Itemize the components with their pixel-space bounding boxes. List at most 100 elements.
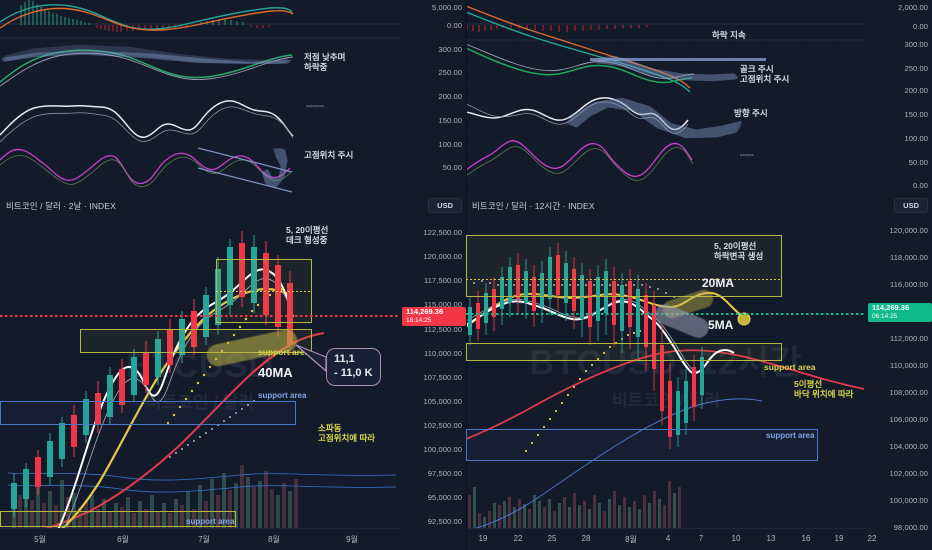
right-price-pane: 비트코인 / 달러 · 12시간 · INDEX BTCUSD, 12시간 비트…: [466, 195, 932, 550]
scale-tick: 250.00: [904, 64, 928, 73]
anno-right-ind-2: 골크 주시 고점위치 주시: [740, 64, 789, 84]
scale-tick: 120,000.00: [889, 226, 928, 235]
scale-tick: 95,000.00: [427, 493, 462, 502]
scale-tick: 50.00: [908, 158, 928, 167]
left-price-scale[interactable]: USD 122,500.00 120,000.00 117,500.00 115…: [400, 195, 466, 550]
anno-right-ma5-floor: 5이평선 바닥 위치에 따라: [794, 379, 853, 399]
right-badge-price: 114,269.36: [872, 303, 910, 312]
scale-tick: 300.00: [438, 45, 462, 54]
anno-left-ma-deck: 5, 20이평선 데크 형성중: [286, 225, 328, 245]
time-tick: 22: [513, 534, 523, 543]
scale-tick: 200.00: [438, 92, 462, 101]
scale-tick: 110,000.00: [890, 361, 928, 370]
scale-tick: 116,000.00: [890, 280, 928, 289]
right-price-scale[interactable]: USD 120,000.00 118,000.00 116,000.00 114…: [866, 195, 932, 550]
scale-tick: 108,000.00: [889, 388, 928, 397]
scale-tick: 100,000.00: [889, 496, 928, 505]
right-time-axis[interactable]: 19 22 25 28 8월 4 7 10 13 16 19 22: [466, 528, 876, 550]
time-tick: 7: [698, 534, 704, 543]
time-tick: 5월: [34, 535, 46, 544]
time-tick: 10: [731, 534, 741, 543]
anno-right-ind-1: 하락 지속: [712, 30, 746, 40]
anno-small-wave-l2: 고점위치에 따라: [318, 433, 376, 444]
anno-small-wave-l1: 소파동: [318, 423, 342, 433]
left-badge-time: 18:14:25: [406, 316, 432, 324]
scale-tick: 300.00: [904, 40, 928, 49]
scale-tick: 50.00: [442, 163, 462, 172]
anno-left-ind-1: 저점 낮추며 하락중: [304, 52, 345, 72]
anno-left-ind-2: 고점위치 주시: [304, 150, 354, 160]
right-price-plot[interactable]: BTCUSD, 12시간 비트코인 / 달러: [466, 195, 866, 550]
left-box-dotline: [216, 291, 312, 292]
time-tick: 28: [581, 534, 591, 543]
left-box-support-mid[interactable]: [0, 401, 296, 425]
left-currency-chip[interactable]: USD: [428, 198, 462, 213]
anno-right-ma-bend: 5, 20이평선 하락변곡 생성: [714, 241, 763, 261]
scale-tick: 107,500.00: [423, 373, 462, 382]
left-price-badge[interactable]: 114,269.36 18:14:25: [402, 307, 466, 327]
scale-tick: 0.00: [913, 22, 928, 31]
scale-tick: 102,000.00: [889, 469, 928, 478]
left-chart-legend[interactable]: 비트코인 / 달러 · 2날 · INDEX: [6, 201, 116, 211]
scale-tick: 115,000.00: [424, 300, 462, 309]
right-indicator-curves: [466, 5, 866, 191]
left-price-plot[interactable]: BTCUSD 비트코인 / 달러: [0, 195, 400, 550]
callout-line1: 11,1: [334, 353, 355, 365]
time-tick: 19: [478, 534, 488, 543]
right-box-support-mid[interactable]: [466, 343, 782, 361]
time-tick: 13: [766, 534, 776, 543]
left-time-axis[interactable]: 5월 6월 7월 8월 9월: [0, 528, 400, 550]
anno-right-ind-2-l1: 골크 주시: [740, 64, 774, 74]
anno-ma5-floor-l1: 5이평선: [794, 379, 823, 389]
right-indicator-pane: 하락 지속 골크 주시 고점위치 주시 방향 주시 - - - - - - 2,…: [466, 0, 932, 195]
anno-left-support-mid: support area: [258, 391, 307, 400]
scale-tick: 92,500.00: [427, 517, 462, 526]
right-indicator-scale[interactable]: 2,000.00 0.00 300.00 250.00 200.00 150.0…: [866, 0, 932, 195]
time-tick: 9월: [346, 535, 358, 544]
scale-tick: 112,000.00: [890, 334, 928, 343]
scale-tick: 100,000.00: [423, 445, 462, 454]
anno-right-20ma: 20MA: [702, 276, 735, 290]
anno-ma-deck-l1: 5, 20이평선: [286, 225, 329, 235]
left-price-pane: 비트코인 / 달러 · 2날 · INDEX BTCUSD 비트코인 / 달러: [0, 195, 466, 550]
scale-tick: 104,000.00: [889, 442, 928, 451]
right-price-badge[interactable]: 114,269.36 06:14:25: [868, 303, 932, 323]
left-indicator-scale[interactable]: 5,000.00 0.00 300.00 250.00 200.00 150.0…: [400, 0, 466, 195]
right-ind-horizontal-ray[interactable]: [590, 58, 766, 61]
left-badge-price: 114,269.36: [406, 307, 444, 316]
scale-tick: 112,500.00: [424, 325, 462, 334]
scale-tick: 200.00: [904, 86, 928, 95]
left-box-support-bottom[interactable]: [0, 511, 236, 527]
anno-left-ind-1-l1: 저점 낮추며: [304, 52, 346, 62]
anno-right-ind-dash: - - - - - -: [740, 152, 754, 159]
time-tick: 7월: [198, 535, 210, 544]
right-chart-legend[interactable]: 비트코인 / 달러 · 12시간 · INDEX: [472, 201, 595, 211]
scale-tick: 120,000.00: [423, 252, 462, 261]
time-tick: 8월: [268, 535, 280, 544]
time-tick: 4: [665, 534, 671, 543]
right-box-dotline: [466, 279, 782, 280]
anno-left-support-upper: support area: [258, 347, 310, 357]
right-box-support-lower[interactable]: [466, 429, 818, 461]
anno-right-support-lower: support area: [766, 431, 815, 440]
price-range-callout[interactable]: 11,1 - 11,0 K: [326, 348, 381, 386]
anno-right-5ma: 5MA: [708, 318, 734, 332]
left-indicator-curves: [0, 0, 400, 193]
anno-left-ind-dash: - - - - - - - -: [306, 103, 324, 110]
scale-tick: 100.00: [438, 140, 462, 149]
anno-right-ind-2-l2: 고점위치 주시: [740, 74, 790, 85]
right-box-upper[interactable]: [466, 235, 782, 297]
scale-tick: 250.00: [438, 68, 462, 77]
anno-right-ind-3: 방향 주시: [734, 108, 768, 118]
left-indicator-plot[interactable]: [0, 0, 400, 195]
anno-ma-bend-l1: 5, 20이평선: [714, 241, 757, 251]
scale-tick: 150.00: [904, 110, 928, 119]
scale-tick: 106,000.00: [889, 415, 928, 424]
time-tick: 6월: [117, 535, 129, 544]
right-indicator-plot[interactable]: 하락 지속 골크 주시 고점위치 주시 방향 주시 - - - - - -: [466, 0, 866, 195]
time-tick: 25: [547, 534, 557, 543]
callout-line2: - 11,0 K: [334, 366, 373, 379]
right-currency-chip[interactable]: USD: [894, 198, 928, 213]
scale-tick: 118,000.00: [890, 253, 928, 262]
scale-tick: 0.00: [447, 21, 462, 30]
